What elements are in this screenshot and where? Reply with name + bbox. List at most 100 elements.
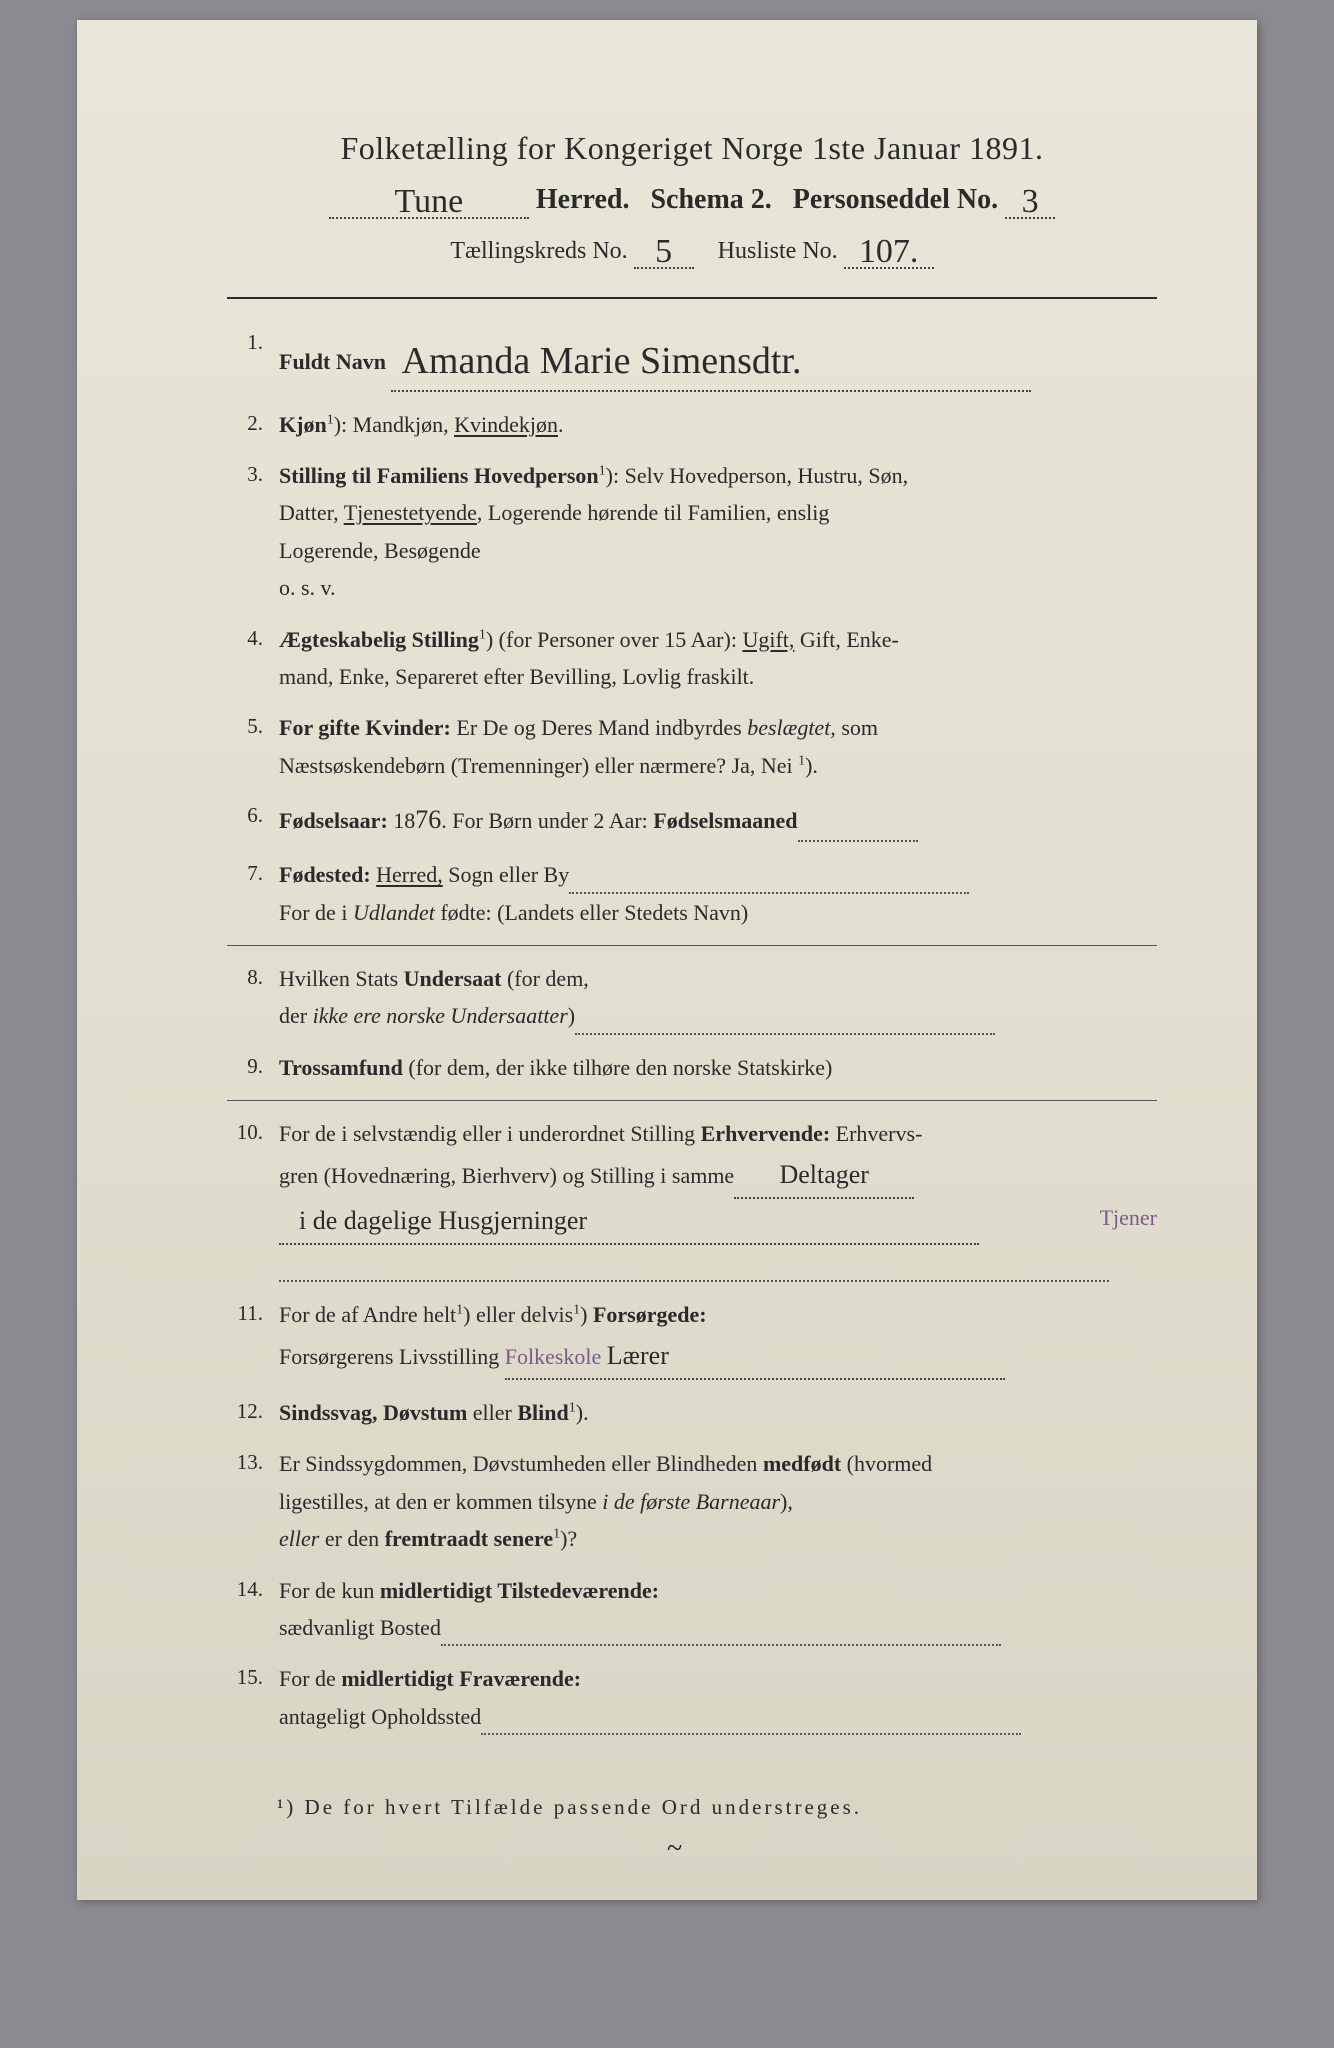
purple-note: Tjener (1100, 1199, 1157, 1236)
census-form-page: Folketælling for Kongeriget Norge 1ste J… (77, 20, 1257, 1900)
occupation-field-1: Deltager (734, 1153, 914, 1199)
text-l1: For de kun (279, 1578, 380, 1603)
text-l2: Datter, Tjenestetyende, Logerende hørend… (279, 500, 829, 525)
provider-value: Lærer (607, 1341, 669, 1370)
item-num: 6. (227, 798, 279, 842)
item-6-birthyear: 6. Fødselsaar: 1876. For Børn under 2 Aa… (227, 798, 1157, 842)
text-l2: Næstsøskendebørn (Tremenninger) eller næ… (279, 753, 798, 778)
opholdssted-field (481, 1733, 1021, 1735)
section-divider-1 (227, 945, 1157, 946)
item-num: 10. (227, 1115, 279, 1282)
item-content: For de midlertidigt Fraværende: antageli… (279, 1660, 1157, 1735)
text-l3: Logerende, Besøgende (279, 538, 481, 563)
undersaat-field (575, 1033, 995, 1035)
item-num: 5. (227, 709, 279, 784)
sup: 1 (479, 627, 486, 642)
label-fuldt-navn: Fuldt Navn (279, 349, 386, 374)
herred-label: Herred. (536, 184, 630, 215)
page-mark: ~ (667, 1833, 682, 1865)
text-l1: ) (for Personer over 15 Aar): Ugift, Gif… (486, 627, 899, 652)
item-content: Hvilken Stats Undersaat (for dem, der ik… (279, 960, 1157, 1035)
label-gifte: For gifte Kvinder: (279, 715, 451, 740)
item-14-tilstedevaerende: 14. For de kun midlertidigt Tilstedevære… (227, 1572, 1157, 1647)
underlined-tjenestetyende: Tjenestetyende (344, 500, 477, 525)
text-l1a: Er Sindssygdommen, Døvstumheden eller Bl… (279, 1451, 763, 1476)
personseddel-value: 3 (1022, 183, 1039, 220)
text-l1a: For de i selvstændig eller i underordnet… (279, 1121, 701, 1146)
end: ). (576, 1400, 589, 1425)
item-num: 3. (227, 457, 279, 607)
item-content: For de i selvstændig eller i underordnet… (279, 1115, 1157, 1282)
title-main: Folketælling for Kongeriget Norge 1ste J… (227, 130, 1157, 167)
name-value: Amanda Marie Simensdtr. (401, 340, 801, 382)
kreds-value: 5 (655, 233, 672, 270)
item-11-forsorgede: 11. For de af Andre helt1) eller delvis1… (227, 1296, 1157, 1380)
occupation-value-1: Deltager (779, 1160, 869, 1189)
item-num: 4. (227, 621, 279, 696)
text-l2: sædvanligt Bosted (279, 1615, 441, 1640)
text-l1a: Er De og Deres Mand indbyrdes (451, 715, 747, 740)
label-fremtraadt: fremtraadt senere (385, 1526, 553, 1551)
item-num: 11. (227, 1296, 279, 1380)
text-l3b: er den (319, 1526, 384, 1551)
husliste-label: Husliste No. (718, 238, 838, 264)
mid: eller (467, 1400, 517, 1425)
label-sindssvag: Sindssvag, Døvstum (279, 1400, 467, 1425)
sup: 1 (599, 464, 606, 479)
label-fodselsmaaned: Fødselsmaaned (653, 808, 797, 833)
label-stilling: Stilling til Familiens Hovedperson (279, 463, 599, 488)
item-12-sindssvag: 12. Sindssvag, Døvstum eller Blind1). (227, 1394, 1157, 1431)
text-l2: For de i Udlandet fødte: (Landets eller … (279, 900, 748, 925)
text-l2: mand, Enke, Separeret efter Bevilling, L… (279, 664, 754, 689)
item-13-medfodt: 13. Er Sindssygdommen, Døvstumheden elle… (227, 1445, 1157, 1557)
item-num: 1. (227, 325, 279, 392)
provider-field: Folkeskole Lærer (505, 1334, 1005, 1380)
label-erhvervende: Erhvervende: (701, 1121, 831, 1146)
kreds-field: 5 (634, 229, 694, 269)
text-l1a: For de af Andre helt (279, 1302, 456, 1327)
month-field (798, 840, 918, 842)
text-l3a: eller (279, 1526, 319, 1551)
text-l2c: ), (780, 1489, 793, 1514)
text-l1c: som (836, 715, 878, 740)
item-content: Kjøn1): Mandkjøn, Kvindekjøn. (279, 406, 1157, 443)
personseddel-field: 3 (1005, 179, 1055, 219)
label-undersaat: Undersaat (404, 966, 502, 991)
text: (for dem, der ikke tilhøre den norske St… (403, 1055, 832, 1080)
label-kjon: Kjøn (279, 412, 327, 437)
item-1-name: 1. Fuldt Navn Amanda Marie Simensdtr. (227, 325, 1157, 392)
text-l2c: ) (568, 1003, 575, 1028)
title-kreds-line: Tællingskreds No. 5 Husliste No. 107. (227, 229, 1157, 269)
schema-label: Schema 2. (650, 184, 771, 215)
name-field: Amanda Marie Simensdtr. (391, 325, 1031, 392)
text-l2: antageligt Opholdssted (279, 1704, 481, 1729)
label-blind: Blind (517, 1400, 568, 1425)
text-l2e: ). (805, 753, 818, 778)
item-content: For gifte Kvinder: Er De og Deres Mand i… (279, 709, 1157, 784)
header-block: Folketælling for Kongeriget Norge 1ste J… (227, 130, 1157, 269)
item-content: Ægteskabelig Stilling1) (for Personer ov… (279, 621, 1157, 696)
item-2-sex: 2. Kjøn1): Mandkjøn, Kvindekjøn. (227, 406, 1157, 443)
label-trossamfund: Trossamfund (279, 1055, 403, 1080)
underlined-ugift: Ugift, (742, 627, 794, 652)
item-num: 2. (227, 406, 279, 443)
item-7-birthplace: 7. Fødested: Herred, Sogn eller By For d… (227, 856, 1157, 931)
text-l1b: beslægtet, (747, 715, 836, 740)
text-l1b: Erhvervs- (830, 1121, 922, 1146)
text-l1c: ) (580, 1302, 593, 1327)
label-forsorgede: Forsørgede: (593, 1302, 707, 1327)
text-l1: For de (279, 1666, 341, 1691)
text-l2a: der (279, 1003, 313, 1028)
label-medfodt: medfødt (763, 1451, 841, 1476)
item-3-stilling: 3. Stilling til Familiens Hovedperson1):… (227, 457, 1157, 607)
sup: 1 (569, 1401, 576, 1416)
text-l1b: (hvormed (841, 1451, 932, 1476)
item-num: 14. (227, 1572, 279, 1647)
mid-text: . For Børn under 2 Aar: (441, 808, 653, 833)
text-l4: o. s. v. (279, 575, 336, 600)
item-15-fravaerende: 15. For de midlertidigt Fraværende: anta… (227, 1660, 1157, 1735)
item-content: Er Sindssygdommen, Døvstumheden eller Bl… (279, 1445, 1157, 1557)
item-content: Sindssvag, Døvstum eller Blind1). (279, 1394, 1157, 1431)
sup: 1 (327, 412, 334, 427)
title-herred-line: Tune Herred. Schema 2. Personseddel No. … (227, 179, 1157, 219)
